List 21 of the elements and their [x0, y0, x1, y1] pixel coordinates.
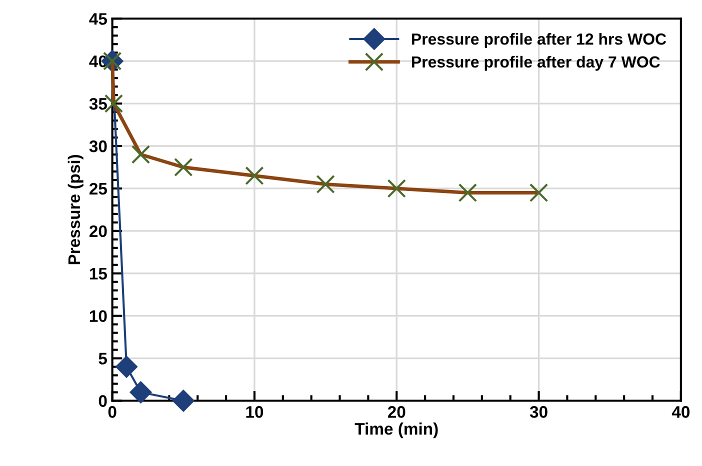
legend-label: Pressure profile after 12 hrs WOC	[412, 33, 666, 48]
x-tick-label: 20	[388, 406, 406, 418]
y-tick-label: 15	[90, 268, 107, 280]
y-tick-label: 5	[98, 352, 107, 365]
y-tick-label: 35	[89, 98, 107, 110]
y-axis-title: Pressure (psi)	[68, 154, 84, 264]
x-tick-label: 40	[672, 406, 690, 418]
y-tick-label: 30	[89, 140, 107, 152]
y-tick-label: 0	[98, 395, 107, 407]
point	[130, 381, 152, 404]
y-tick-label: 20	[90, 225, 107, 238]
x-tick-label: 0	[108, 406, 116, 418]
x-axis-title: Time (min)	[354, 422, 438, 438]
legend-label: Pressure profile after day 7 WOC	[412, 56, 660, 71]
y-tick-label: 10	[90, 310, 107, 322]
x-tick-label: 30	[530, 406, 548, 418]
y-tick-label: 45	[89, 13, 107, 25]
x-tick-label: 10	[246, 406, 264, 418]
point	[172, 390, 194, 412]
point	[116, 356, 138, 378]
y-tick-label: 25	[90, 182, 107, 195]
